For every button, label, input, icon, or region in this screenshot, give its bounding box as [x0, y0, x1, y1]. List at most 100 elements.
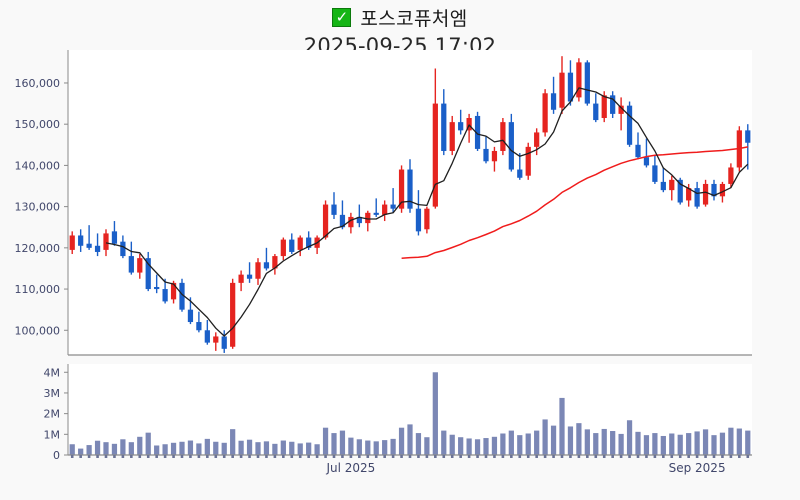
candle-body [686, 188, 692, 201]
volume-bar [466, 438, 472, 455]
volume-bar [120, 439, 126, 455]
volume-bar [373, 441, 379, 455]
candle-body [137, 258, 143, 273]
candle-body [626, 105, 633, 145]
volume-bar [500, 433, 506, 455]
candle-body [390, 204, 396, 209]
candle-body [618, 105, 624, 114]
candle-body [432, 103, 438, 207]
candle-body [238, 274, 244, 283]
candle-body [128, 256, 134, 273]
volume-bar [686, 433, 692, 455]
candle-body [162, 289, 168, 302]
volume-bar [179, 441, 185, 455]
candle-body [263, 262, 270, 269]
volume-bar [365, 440, 371, 455]
candle-body [745, 130, 751, 143]
price-axis-label: 100,000 [15, 324, 61, 337]
volume-bar [137, 436, 143, 455]
candle-body [542, 93, 548, 133]
price-axis-label: 160,000 [15, 77, 61, 90]
volume-axis-label: 4M [44, 366, 61, 379]
candle-body [230, 282, 236, 347]
volume-bar [255, 442, 261, 455]
volume-bar [103, 442, 109, 455]
candle-body [145, 258, 151, 290]
volume-bar [626, 420, 633, 455]
volume-bar [170, 442, 177, 455]
candle-body [660, 181, 666, 191]
candle-body [677, 179, 683, 203]
candle-body [576, 62, 582, 98]
volume-bar [154, 445, 160, 455]
candle-body [204, 330, 210, 343]
volume-bar [398, 427, 405, 455]
volume-bar [567, 426, 574, 455]
candle-body [382, 204, 388, 215]
price-axis-label: 150,000 [15, 118, 61, 131]
candle-body [272, 256, 278, 269]
candle-body [466, 118, 472, 131]
volume-bar [694, 431, 700, 455]
candle-body [407, 169, 413, 209]
volume-bar [601, 428, 607, 455]
volume-bar [415, 433, 422, 455]
price-axis-label: 120,000 [15, 242, 61, 255]
candle-body [415, 208, 422, 232]
candle-body [398, 169, 405, 209]
volume-axis-label: 2M [44, 408, 61, 421]
volume-bar [322, 427, 329, 455]
volume-bar [643, 435, 650, 455]
volume-bar [635, 431, 641, 455]
volume-bar [610, 431, 616, 455]
candle-body [584, 62, 590, 104]
candle-body [170, 282, 177, 300]
volume-bar [702, 429, 709, 455]
volume-bar [593, 433, 599, 455]
volume-bar [128, 442, 134, 455]
volume-bar [314, 444, 320, 455]
volume-bar [196, 443, 202, 455]
candle-body [593, 103, 599, 121]
volume-bar [559, 397, 565, 455]
candle-body [179, 282, 185, 310]
x-axis-label: Jul 2025 [325, 461, 375, 475]
candle-body [483, 148, 489, 162]
candle-body [559, 72, 565, 108]
candle-body [500, 122, 506, 151]
candle-body [567, 72, 574, 102]
volume-bar [162, 444, 168, 455]
volume-bar [736, 428, 742, 455]
candle-body [550, 93, 557, 110]
volume-bar [272, 443, 278, 455]
volume-bar [94, 440, 101, 455]
candle-body [94, 245, 101, 252]
volume-bar [745, 430, 751, 455]
candle-body [365, 212, 371, 224]
candle-body [297, 237, 303, 250]
volume-bar [348, 437, 354, 455]
candle-body [103, 233, 109, 250]
candle-body [78, 235, 84, 246]
volume-bar [508, 430, 514, 455]
volume-bar [69, 444, 75, 455]
candle-body [289, 239, 295, 252]
candle-body [534, 132, 540, 147]
candle-body [424, 208, 430, 230]
candle-body [213, 336, 219, 343]
candle-body [348, 216, 354, 228]
candle-body [111, 231, 118, 244]
candle-body [601, 95, 607, 119]
page-title: 포스코퓨처엠 [360, 7, 468, 30]
volume-bar [711, 435, 717, 455]
volume-bar [86, 445, 92, 455]
volume-axis-label: 0 [53, 449, 60, 462]
candle-body [196, 322, 202, 331]
volume-bar [474, 439, 481, 455]
candle-body [719, 183, 726, 197]
candle-body [246, 274, 253, 279]
candle-body [474, 115, 481, 149]
price-axis-label: 140,000 [15, 159, 61, 172]
